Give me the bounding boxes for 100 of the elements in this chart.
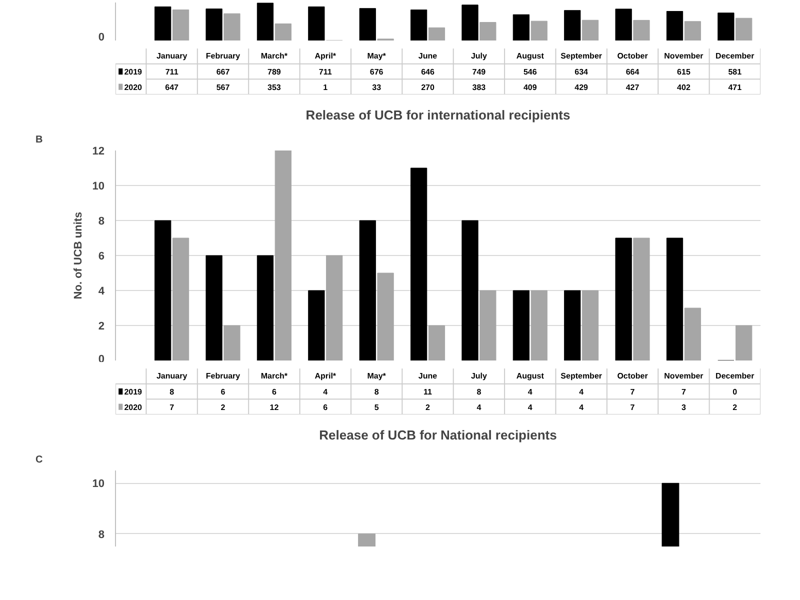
data-label: 33 — [372, 82, 382, 92]
data-label: 7 — [630, 388, 636, 396]
data-label: 4 — [528, 388, 533, 396]
bar — [206, 8, 222, 40]
bar — [410, 168, 428, 360]
bar — [462, 220, 478, 360]
y-tick-label: 8 — [98, 528, 105, 541]
data-label: 427 — [626, 82, 640, 92]
bar — [512, 290, 530, 360]
y-tick-label: 2 — [98, 320, 105, 332]
bar — [224, 13, 240, 40]
data-label: 8 — [170, 388, 175, 396]
data-label: 789 — [268, 68, 282, 76]
x-tick-label: May* — [367, 372, 387, 381]
bar — [377, 272, 394, 360]
legend-label: 2020 — [124, 82, 143, 92]
data-label: 664 — [626, 68, 640, 76]
bar — [308, 6, 325, 40]
data-label: 8 — [374, 388, 380, 396]
bar — [666, 238, 684, 360]
x-tick-label: January — [156, 52, 188, 61]
data-label: 6 — [323, 402, 328, 412]
data-label: 0 — [732, 388, 738, 396]
bar — [172, 10, 190, 40]
bar — [462, 4, 478, 40]
data-label: 12 — [270, 402, 280, 412]
bar — [308, 290, 325, 360]
x-tick-label: July — [470, 52, 488, 61]
bar — [410, 10, 428, 40]
data-label: 567 — [216, 82, 230, 92]
data-label: 646 — [421, 68, 435, 76]
data-label: 409 — [523, 82, 538, 92]
bar — [582, 290, 599, 360]
bar — [359, 220, 376, 360]
data-label: 667 — [216, 68, 230, 76]
data-label: 2 — [220, 402, 226, 412]
bar — [684, 21, 701, 40]
chart-title: Release of UCB for international recipients — [306, 108, 570, 122]
bar — [206, 255, 222, 360]
x-tick-label: August — [516, 372, 544, 381]
data-label: 471 — [728, 82, 742, 92]
text: C — [36, 454, 43, 466]
data-label: 4 — [528, 402, 533, 412]
data-label: 6 — [220, 388, 226, 396]
bar — [224, 325, 240, 360]
bar — [736, 325, 752, 360]
data-label: 270 — [421, 82, 435, 92]
data-label: 711 — [318, 68, 332, 76]
bar — [480, 290, 496, 360]
data-label: 3 — [681, 402, 686, 412]
data-label: 749 — [472, 68, 486, 76]
x-tick-label: December — [716, 52, 754, 61]
x-tick-label: November — [664, 52, 704, 61]
x-tick-label: June — [418, 52, 438, 61]
bar — [154, 220, 172, 360]
bar — [512, 14, 530, 40]
bar — [615, 8, 632, 40]
x-tick-label: January — [156, 372, 188, 381]
bar — [564, 10, 581, 40]
data-label: 4 — [323, 388, 328, 396]
bar — [615, 238, 632, 360]
x-tick-label: March* — [260, 52, 288, 61]
y-tick-label: 4 — [98, 286, 106, 298]
data-label: 7 — [630, 402, 636, 412]
data-label: 1 — [323, 82, 328, 92]
bar — [256, 2, 274, 40]
x-tick-label: August — [516, 52, 544, 61]
y-tick-label: 10 — [92, 180, 105, 192]
bar — [274, 150, 292, 360]
data-label: 615 — [677, 68, 691, 76]
data-label: 634 — [574, 68, 589, 76]
legend-label: 2020 — [124, 402, 143, 412]
x-tick-label: December — [716, 372, 754, 381]
chart-title: Release of UCB for National recipients — [319, 428, 557, 442]
x-tick-label: July — [470, 372, 488, 381]
data-label: 402 — [677, 82, 691, 92]
x-tick-label: October — [617, 372, 648, 381]
y-axis-title: No. of UCB units — [72, 212, 84, 300]
x-tick-label: April* — [314, 52, 337, 61]
data-label: 581 — [728, 68, 742, 76]
bar — [564, 290, 581, 360]
y-tick-label: 6 — [98, 250, 105, 262]
bar — [428, 325, 446, 360]
bar — [256, 255, 274, 360]
bar — [582, 20, 599, 40]
x-tick-label: February — [206, 52, 241, 61]
y-tick-label: 12 — [92, 146, 105, 158]
data-label: 4 — [579, 388, 584, 396]
x-tick-label: October — [617, 52, 648, 61]
bar — [326, 255, 343, 360]
data-label: 8 — [476, 388, 482, 396]
x-tick-label: March* — [260, 372, 288, 381]
bar — [274, 23, 292, 40]
x-tick-label: May* — [367, 52, 387, 61]
bar — [480, 22, 496, 40]
x-tick-label: November — [664, 372, 704, 381]
bar — [359, 8, 376, 40]
bar — [684, 308, 701, 360]
bar — [428, 27, 446, 40]
bar — [530, 20, 548, 40]
